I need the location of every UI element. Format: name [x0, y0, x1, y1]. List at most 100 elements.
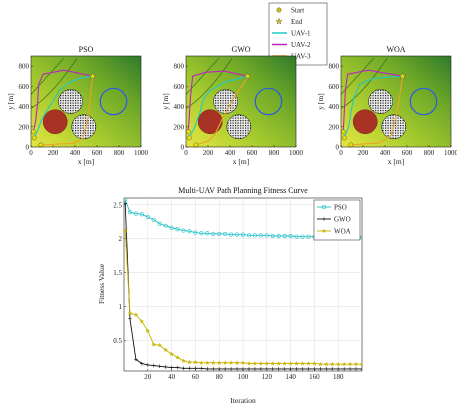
map-ytick-label: 800	[174, 63, 185, 71]
data-point-gwo	[223, 367, 227, 371]
chart-legend-entry-pso: PSO	[317, 204, 347, 212]
chart-title: Multi-UAV Path Planning Fitness Curve	[178, 186, 308, 195]
data-point-gwo	[360, 367, 362, 371]
map-ytick-label: 600	[174, 83, 185, 91]
data-point-gwo	[229, 367, 233, 371]
data-point-pso	[211, 231, 216, 237]
map-xtick-label: 200	[358, 149, 369, 157]
data-point-woa	[359, 361, 362, 367]
map-xtick-label: 1000	[444, 149, 457, 157]
data-point-gwo	[187, 366, 192, 371]
map-ylabel: y [m]	[316, 93, 325, 109]
map-xtick-label: 200	[203, 149, 214, 157]
map-ytick-label: 600	[329, 83, 340, 91]
data-point-pso	[187, 229, 192, 234]
data-point-gwo	[124, 201, 127, 206]
data-point-woa	[234, 360, 240, 365]
chart-legend-label: PSO	[334, 204, 347, 212]
map-xtick-label: 600	[402, 149, 413, 157]
hatched-obstacle-0	[213, 89, 238, 114]
data-point-gwo	[306, 367, 311, 371]
data-point-gwo	[199, 366, 204, 371]
y-tick-label: 1.5	[113, 269, 122, 277]
path-uav3	[350, 76, 404, 146]
map-ytick-label: 200	[174, 123, 185, 131]
data-point-woa	[163, 347, 169, 352]
chart-legend-marker	[321, 228, 327, 234]
start-marker-1	[340, 129, 346, 135]
chart-ticks: 20 40 60 80 100 120 140 160 180 0.5 1 1.5 2 2.5	[113, 201, 344, 381]
data-point-pso	[282, 233, 287, 239]
map-xtick-label: 0	[339, 149, 343, 157]
data-point-gwo	[175, 365, 180, 370]
map-title: PSO	[79, 45, 94, 54]
data-point-woa	[300, 361, 305, 366]
legend-label: End	[291, 18, 303, 26]
data-point-woa	[187, 359, 192, 365]
chart-legend-entry-woa: WOA	[317, 228, 351, 236]
data-point-pso	[151, 217, 156, 222]
data-point-pso	[199, 231, 204, 236]
blue-no-fly-zone	[409, 87, 438, 116]
data-point-gwo	[128, 316, 132, 321]
x-tick-label: 120	[262, 373, 273, 381]
data-point-gwo	[300, 367, 305, 371]
chart-legend-marker	[322, 217, 326, 221]
map-title: WOA	[386, 45, 405, 54]
data-point-gwo	[324, 367, 329, 371]
data-point-gwo	[181, 366, 186, 371]
map-ytick-label: 0	[181, 144, 185, 152]
chart-grid	[124, 198, 362, 371]
path-uav1	[343, 75, 403, 139]
x-tick-label: 180	[333, 373, 344, 381]
data-point-gwo	[282, 367, 287, 371]
data-point-woa	[210, 360, 216, 365]
data-point-gwo	[294, 367, 299, 371]
data-point-woa	[282, 361, 288, 366]
x-tick-label: 60	[192, 373, 200, 381]
legend-label: UAV-1	[291, 30, 311, 38]
map-xlabel: x [m]	[78, 157, 94, 166]
data-point-woa	[228, 360, 234, 365]
map-ytick-label: 600	[19, 83, 30, 91]
data-point-gwo	[235, 367, 239, 371]
data-point-pso	[229, 232, 234, 237]
legend-label: UAV-2	[291, 41, 311, 49]
series-woa	[124, 228, 362, 367]
data-point-woa	[252, 361, 258, 366]
data-point-gwo	[157, 364, 162, 369]
data-point-woa	[145, 328, 151, 333]
legend-label: Start	[291, 7, 304, 15]
data-point-gwo	[270, 367, 275, 371]
chart-legend-entry-gwo: GWO	[317, 216, 351, 224]
map-frame	[30, 55, 142, 148]
data-point-woa	[198, 360, 204, 365]
legend-entry-uav-2: UAV-2	[272, 41, 311, 49]
data-point-gwo	[247, 367, 251, 371]
data-point-pso	[181, 228, 186, 233]
chart-ylabel: Fitness Value	[97, 263, 106, 304]
data-point-woa	[323, 361, 329, 367]
data-point-pso	[217, 231, 222, 237]
map-xtick-label: 800	[424, 149, 435, 157]
data-point-pso	[270, 233, 275, 239]
map-xtick-label: 200	[48, 149, 59, 157]
data-point-gwo	[205, 367, 210, 371]
data-point-gwo	[288, 367, 293, 371]
map-ytick-label: 800	[19, 63, 30, 71]
data-point-pso	[163, 223, 168, 228]
x-tick-label: 140	[285, 373, 296, 381]
data-point-pso	[124, 198, 128, 202]
data-point-gwo	[253, 367, 257, 371]
data-point-woa	[246, 361, 252, 366]
map-xtick-label: 800	[114, 149, 125, 157]
legend-label: UAV-3	[291, 53, 311, 61]
data-point-woa	[312, 361, 317, 366]
map-xlabel: x [m]	[233, 157, 249, 166]
map-ylabel: y [m]	[161, 93, 170, 109]
data-point-woa	[216, 360, 222, 365]
map-title: GWO	[231, 45, 250, 54]
start-marker-1	[30, 129, 36, 135]
map-xtick-label: 800	[269, 149, 280, 157]
data-point-woa	[341, 361, 347, 367]
